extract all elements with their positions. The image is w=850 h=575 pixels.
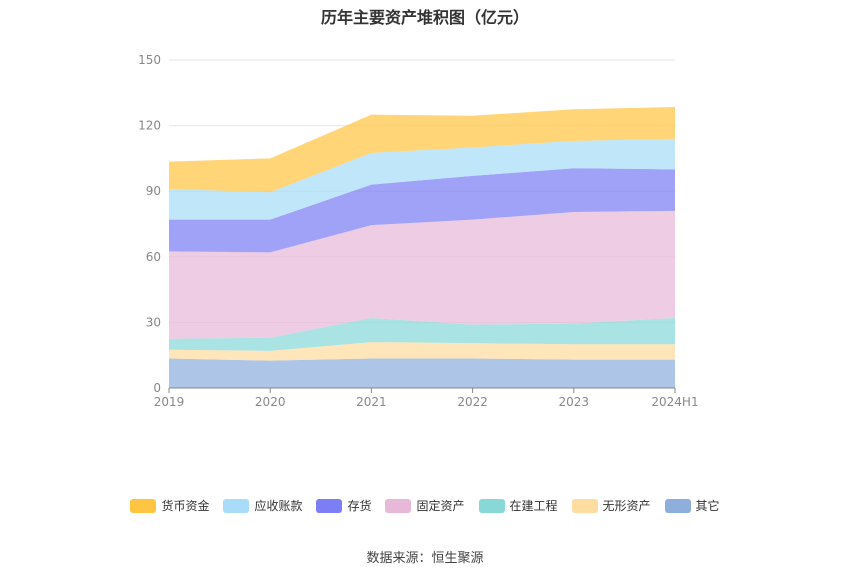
legend-label: 应收账款 (254, 499, 303, 513)
y-tick-label: 30 (146, 315, 161, 329)
axes: 0 30 60 90 120 150 2019 2020 2021 2022 2023 2024H1 (138, 53, 699, 409)
legend-label: 固定资产 (416, 499, 465, 513)
legend-item[interactable]: 其它 (664, 497, 720, 514)
legend-item[interactable]: 存货 (316, 497, 371, 514)
x-tick-label: 2022 (457, 395, 488, 409)
chart-title: 历年主要资产堆积图（亿元） (320, 8, 529, 27)
x-tick-label: 2020 (255, 395, 286, 409)
legend-swatch (664, 498, 691, 513)
area-series[interactable] (169, 138, 675, 220)
y-tick-label: 150 (138, 53, 161, 67)
area-series[interactable] (169, 342, 675, 361)
legend-item[interactable]: 固定资产 (385, 497, 465, 514)
y-tick-label: 90 (146, 184, 161, 198)
x-tick-label: 2023 (559, 395, 590, 409)
area-series[interactable] (169, 358, 675, 388)
legend-swatch (478, 498, 505, 513)
legend-label: 其它 (695, 499, 720, 513)
area-series[interactable] (169, 210, 675, 339)
legend-item[interactable]: 在建工程 (478, 497, 558, 514)
legend: 货币资金 应收账款 存货 固定资产 在建工程 无形资产 其它 (0, 497, 850, 514)
legend-item[interactable]: 货币资金 (130, 497, 209, 514)
y-tick-label: 0 (153, 381, 161, 395)
legend-swatch (571, 498, 598, 513)
legend-swatch (385, 498, 412, 513)
x-tick-label: 2019 (154, 395, 185, 409)
legend-swatch (130, 498, 157, 513)
area-series[interactable] (169, 318, 675, 351)
legend-swatch (316, 498, 343, 513)
legend-label: 存货 (347, 499, 372, 513)
legend-item[interactable]: 无形资产 (571, 497, 651, 514)
area-series[interactable] (169, 107, 675, 193)
source-note: 数据来源：恒生聚源 (366, 551, 484, 566)
x-tick-label: 2021 (356, 395, 387, 409)
y-tick-label: 60 (146, 250, 161, 264)
x-tick-label: 2024H1 (651, 395, 698, 409)
legend-label: 货币资金 (161, 499, 210, 513)
y-tick-label: 120 (138, 119, 161, 133)
legend-label: 无形资产 (602, 499, 651, 513)
legend-swatch (223, 498, 250, 513)
legend-item[interactable]: 应收账款 (223, 497, 302, 514)
area-series[interactable] (169, 168, 675, 253)
legend-label: 在建工程 (509, 499, 558, 513)
area-layer (169, 107, 675, 388)
